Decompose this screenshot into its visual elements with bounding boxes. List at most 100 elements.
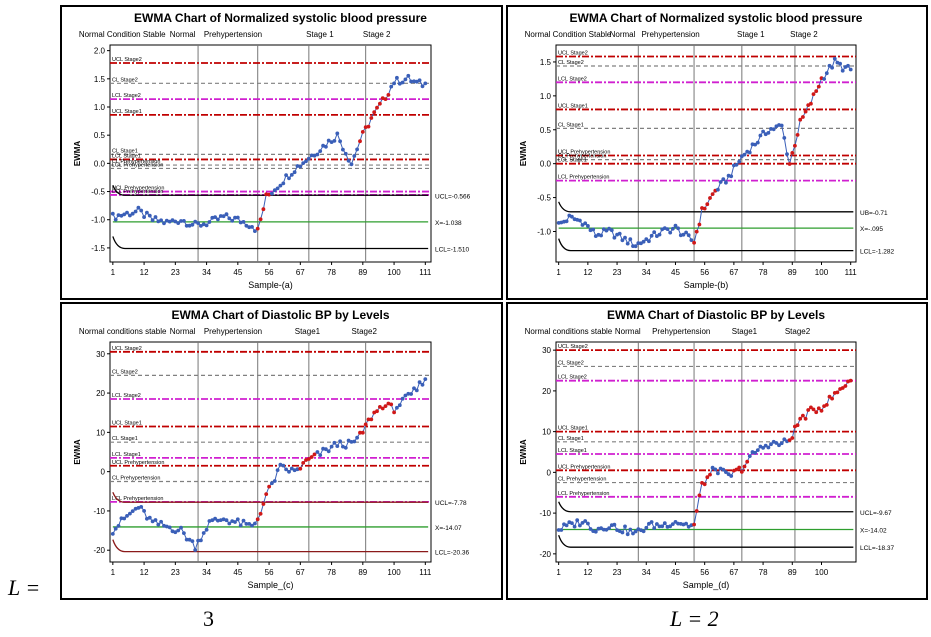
ewma-point bbox=[604, 527, 609, 532]
ewma-point bbox=[346, 158, 351, 163]
reference-line-label: LCL Stage2 bbox=[112, 393, 141, 399]
ewma-point bbox=[326, 138, 331, 143]
ewma-point bbox=[343, 151, 348, 156]
ewma-point bbox=[766, 131, 771, 135]
ewma-point bbox=[747, 150, 752, 155]
ewma-point bbox=[572, 524, 577, 529]
ewma-point bbox=[139, 208, 144, 213]
ewma-point bbox=[213, 516, 218, 521]
limit-label-xbar: X=-.095 bbox=[860, 226, 883, 233]
ewma-point bbox=[809, 405, 813, 410]
ewma-point bbox=[210, 518, 215, 523]
stage-label: Normal conditions stable bbox=[79, 327, 167, 336]
ewma-point bbox=[167, 219, 172, 224]
ewma-point bbox=[814, 410, 819, 415]
ewma-point bbox=[125, 210, 129, 215]
ewma-point bbox=[221, 214, 226, 219]
chart-panel-c: EWMA Chart of Diastolic BP by Levels Norm… bbox=[60, 302, 503, 600]
ewma-point bbox=[753, 142, 757, 147]
ewma-point bbox=[338, 439, 342, 444]
limit-label-lcl: LCL=-1.282 bbox=[860, 249, 895, 256]
y-tick-label: 0.5 bbox=[540, 126, 552, 135]
ewma-point bbox=[628, 527, 633, 532]
ewma-point bbox=[227, 216, 232, 221]
reference-line-label: LCL Prehypertension bbox=[112, 189, 163, 195]
chart-panel-b: EWMA Chart of Normalized systolic blood … bbox=[506, 5, 928, 300]
reference-line-label: UCL Stage2 bbox=[558, 344, 588, 350]
limit-label-lcl: LCL=-18.37 bbox=[860, 545, 895, 552]
ewma-point bbox=[284, 467, 288, 472]
ewma-point bbox=[729, 474, 734, 478]
ewma-point bbox=[159, 519, 163, 524]
x-tick-label: 1 bbox=[111, 568, 116, 577]
ewma-point bbox=[278, 462, 283, 467]
ewma-point bbox=[840, 68, 845, 73]
ewma-point bbox=[162, 221, 166, 226]
ewma-point bbox=[119, 516, 124, 521]
x-tick-label: 56 bbox=[265, 268, 274, 277]
stage-label: Normal conditions stable bbox=[525, 327, 613, 336]
ewma-point bbox=[641, 239, 646, 244]
x-tick-label: 111 bbox=[419, 268, 432, 277]
ewma-point bbox=[652, 230, 657, 235]
ewma-point bbox=[167, 525, 172, 530]
ewma-point bbox=[755, 140, 760, 145]
ewma-point bbox=[641, 529, 646, 534]
y-tick-label: 10 bbox=[96, 428, 105, 437]
ewma-point bbox=[133, 209, 138, 214]
ewma-point bbox=[737, 465, 742, 470]
ewma-point bbox=[761, 446, 765, 450]
ewma-point bbox=[395, 75, 399, 80]
x-tick-label: 78 bbox=[327, 568, 336, 577]
stage-label: Stage 2 bbox=[363, 30, 391, 39]
ewma-point bbox=[769, 442, 773, 447]
ewma-point bbox=[309, 153, 314, 158]
ewma-point bbox=[556, 528, 561, 532]
reference-line-label: CL Prehypertension bbox=[112, 159, 160, 165]
ewma-point bbox=[392, 410, 396, 415]
ewma-point bbox=[604, 228, 609, 233]
stage-label: Stage 2 bbox=[790, 30, 818, 39]
ewma-point bbox=[716, 471, 720, 476]
ewma-point bbox=[816, 84, 821, 89]
ewma-point bbox=[355, 435, 359, 440]
limit-label-ucl: UCL=-7.78 bbox=[435, 500, 467, 507]
ewma-chart-a: EWMA Chart of Normalized systolic blood … bbox=[73, 11, 471, 290]
ewma-point bbox=[689, 238, 694, 243]
stage-label: Normal bbox=[170, 30, 196, 39]
x-tick-label: 45 bbox=[233, 268, 242, 277]
y-tick-label: -10 bbox=[539, 509, 551, 518]
stage-label: Prehypertension bbox=[652, 327, 710, 336]
x-tick-label: 12 bbox=[583, 268, 592, 277]
ewma-point bbox=[298, 164, 303, 169]
ewma-point bbox=[145, 516, 149, 521]
x-tick-label: 78 bbox=[327, 268, 336, 277]
reference-line-label: LCL Stage1 bbox=[558, 448, 587, 454]
ewma-point bbox=[113, 217, 118, 222]
chart-title: EWMA Chart of Normalized systolic blood … bbox=[570, 11, 863, 25]
ewma-point bbox=[400, 80, 405, 85]
ewma-point bbox=[116, 524, 121, 528]
ewma-point bbox=[406, 391, 411, 396]
reference-line-label: UCL Stage1 bbox=[112, 420, 142, 426]
ewma-point bbox=[633, 529, 638, 534]
ewma-point bbox=[739, 470, 744, 474]
ewma-point bbox=[692, 240, 696, 245]
reference-line-label: CL Stage2 bbox=[558, 60, 584, 66]
ewma-point bbox=[628, 237, 633, 242]
ewma-point bbox=[199, 538, 203, 543]
x-tick-label: 45 bbox=[671, 568, 680, 577]
ewma-point bbox=[224, 212, 229, 217]
ewma-point bbox=[625, 241, 630, 246]
x-tick-label: 34 bbox=[202, 268, 211, 277]
x-tick-label: 67 bbox=[296, 568, 305, 577]
caption-l-equals: L = bbox=[8, 575, 41, 600]
ewma-point bbox=[190, 539, 195, 543]
ewma-point bbox=[790, 151, 795, 155]
ewma-point bbox=[221, 517, 226, 522]
ewma-point bbox=[848, 378, 853, 383]
ewma-point bbox=[275, 186, 280, 191]
y-tick-label: -1.0 bbox=[91, 216, 105, 225]
ewma-point bbox=[827, 63, 832, 68]
ewma-point bbox=[681, 232, 686, 237]
